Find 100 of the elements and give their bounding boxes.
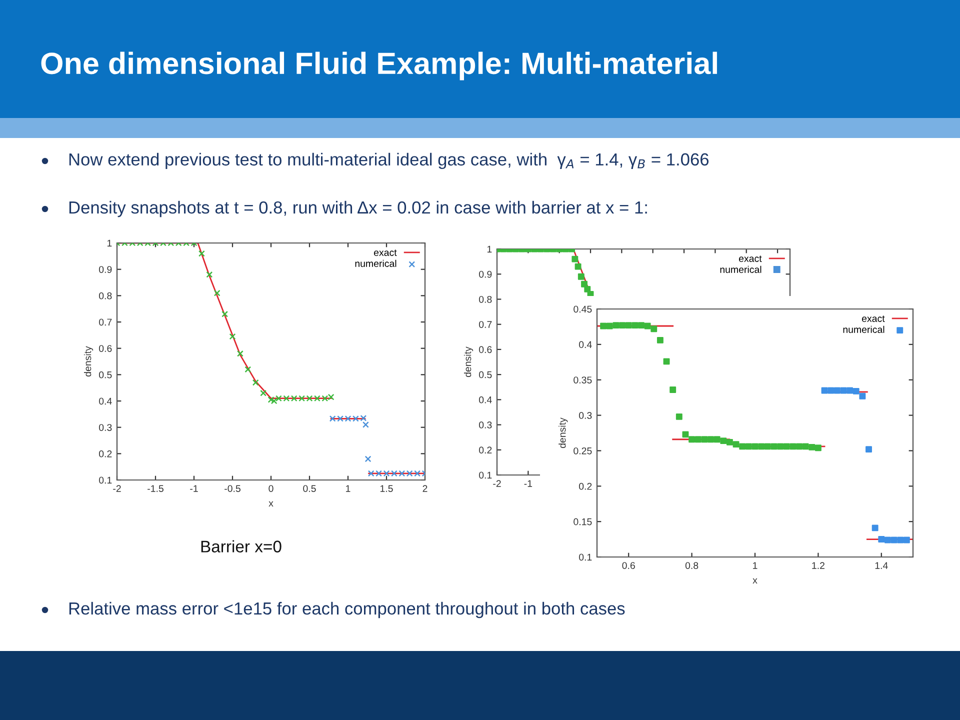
y-tick-label: 0.1 <box>479 472 492 479</box>
y-axis-title: density <box>84 346 94 376</box>
y-tick-label: 0.4 <box>579 341 592 348</box>
legend-label: exact <box>862 316 885 322</box>
point <box>770 443 778 450</box>
y-tick-label: 0.5 <box>479 371 492 378</box>
y-tick-label: 0.3 <box>579 412 592 419</box>
y-tick-label: 0.4 <box>99 398 112 405</box>
point <box>732 441 740 448</box>
x-tick-label: 0.6 <box>622 562 635 569</box>
point <box>214 290 220 296</box>
point <box>663 358 670 365</box>
y-tick-label: 0.9 <box>479 270 492 278</box>
point <box>890 536 898 544</box>
text: Barrier x=0 <box>201 540 282 552</box>
point <box>656 336 664 344</box>
y-tick-label: 0.25 <box>574 447 592 454</box>
point <box>758 443 765 450</box>
point <box>821 387 828 394</box>
x-tick-label: -1 <box>524 480 532 487</box>
x-tick-label: 1.5 <box>380 485 393 492</box>
x-tick-label: 1 <box>346 485 350 492</box>
y-tick-label: 0.1 <box>99 476 112 484</box>
point <box>670 386 676 393</box>
point <box>688 436 696 443</box>
y-tick-label: 0.2 <box>479 446 492 454</box>
y-tick-label: 0.9 <box>99 266 112 273</box>
point <box>244 366 252 373</box>
point <box>739 443 746 450</box>
point <box>878 536 885 543</box>
point <box>600 322 607 330</box>
y-tick-label: 0.3 <box>99 424 112 431</box>
point <box>720 438 727 444</box>
point <box>814 444 822 452</box>
y-tick-label: 0.15 <box>574 518 592 526</box>
point <box>834 387 840 394</box>
point <box>846 387 854 394</box>
point <box>897 536 904 544</box>
legend-label: numerical <box>720 266 762 273</box>
x-tick-label: 1.2 <box>812 562 824 569</box>
y-tick-label: 0.2 <box>579 482 592 490</box>
point <box>701 436 708 443</box>
y-tick-label: 0.7 <box>99 318 112 326</box>
y-tick-label: 0.8 <box>479 296 492 303</box>
text: Relative mass error <1e15 for each component throughout in both cases <box>69 602 625 618</box>
x-axis-title: x <box>268 501 274 507</box>
point <box>840 387 847 394</box>
y-tick-label: 1 <box>487 246 492 253</box>
x-tick-label: 0.5 <box>303 485 316 492</box>
point <box>859 392 866 400</box>
point <box>726 438 733 446</box>
y-tick-label: 0.7 <box>479 321 492 328</box>
point <box>236 350 244 357</box>
y-tick-label: 0.8 <box>99 292 112 300</box>
text: Density snapshots at t = 0.8, run with Δx = 0.02 in case with barrier at x = 1: <box>69 200 647 218</box>
point <box>625 322 632 329</box>
point <box>884 536 891 544</box>
point <box>682 431 689 438</box>
point <box>650 326 658 332</box>
x-tick-label: 1 <box>753 562 758 569</box>
point <box>777 443 784 450</box>
point <box>260 390 267 396</box>
x-tick-label: 0 <box>268 485 274 492</box>
point <box>619 322 626 329</box>
y-axis-title: density <box>558 418 568 448</box>
y-tick-label: 1 <box>107 240 112 247</box>
y-axis-title: density <box>464 346 474 377</box>
point <box>638 322 644 329</box>
y-tick-label: 0.4 <box>479 396 492 404</box>
y-tick-label: 0.3 <box>479 422 492 428</box>
point <box>808 444 816 450</box>
legend-label: exact <box>374 250 397 256</box>
x-axis-title: x <box>752 578 758 584</box>
point <box>828 387 834 394</box>
y-tick-label: 0.6 <box>99 345 112 352</box>
text: Now extend previous test to multi-material ideal gas case, with γ$_{A}$ = 1.4, γ$_{B}$ = 1.066 <box>69 152 709 170</box>
y-tick-label: 0.45 <box>574 306 592 313</box>
point <box>252 379 259 386</box>
point <box>783 443 790 450</box>
point <box>752 443 758 450</box>
point <box>222 310 228 318</box>
y-tick-label: 0.5 <box>99 371 112 378</box>
point <box>206 271 213 278</box>
y-tick-label: 0.2 <box>99 450 112 458</box>
x-tick-label: -1 <box>190 485 198 492</box>
point <box>362 421 369 428</box>
point <box>198 250 205 257</box>
point <box>745 443 752 450</box>
y-tick-label: 0.35 <box>574 376 592 384</box>
point <box>790 443 796 450</box>
point <box>714 436 720 443</box>
text: One dimensional Fluid Example: Multi-material <box>41 52 717 80</box>
x-tick-label: 1.4 <box>875 562 888 569</box>
point <box>632 322 638 329</box>
point <box>796 443 802 450</box>
point <box>708 436 714 443</box>
point <box>676 413 682 420</box>
legend-label: numerical <box>355 260 396 267</box>
x-tick-label: -0.5 <box>224 485 240 492</box>
point <box>694 436 702 443</box>
